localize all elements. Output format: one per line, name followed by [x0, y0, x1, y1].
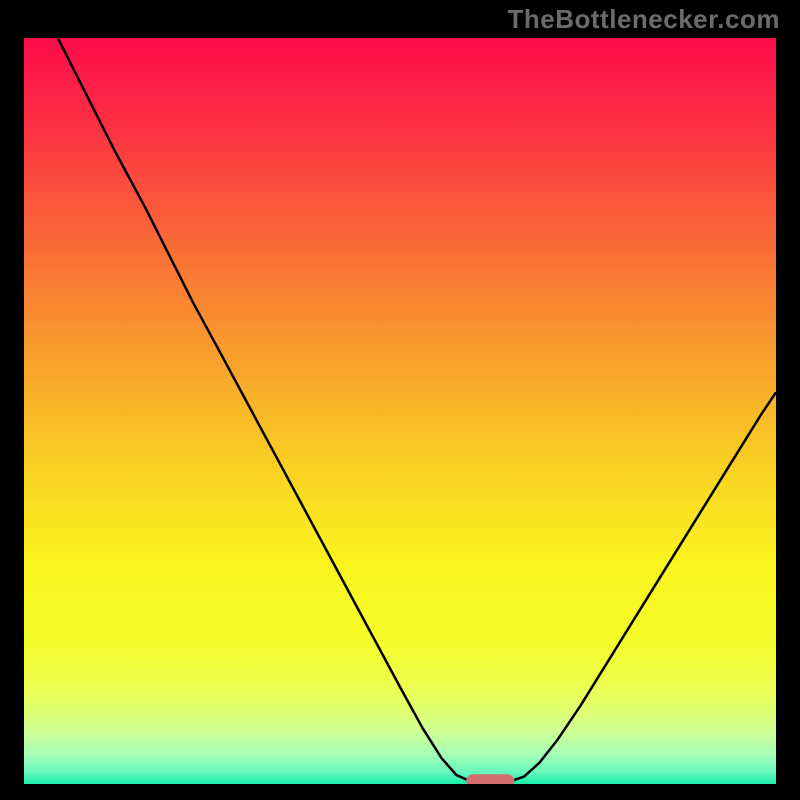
- optimal-marker: [466, 774, 514, 784]
- plot-area: [24, 38, 776, 784]
- gradient-background: [24, 38, 776, 784]
- watermark-label: TheBottlenecker.com: [508, 4, 780, 35]
- bottleneck-chart: [24, 38, 776, 784]
